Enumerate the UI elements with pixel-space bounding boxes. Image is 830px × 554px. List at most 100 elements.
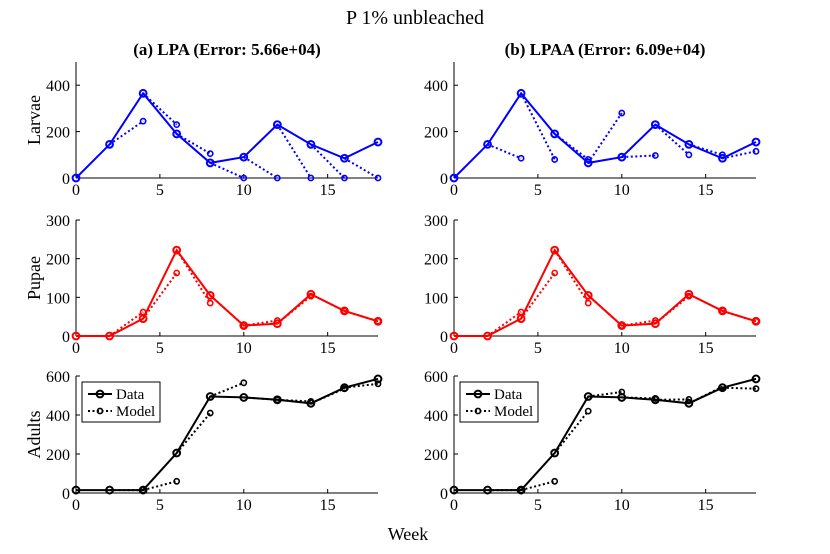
legend-data-marker: [95, 389, 105, 399]
subplot-pupae: 0 100 200 300 0 5 10 15: [424, 213, 761, 357]
data-point: [617, 393, 627, 402]
y-tick-label: 0: [440, 329, 448, 346]
model-segment: [209, 381, 245, 398]
data-point: [583, 158, 593, 168]
model-point: [273, 174, 281, 182]
data-point: [239, 393, 249, 402]
data-point: [306, 398, 316, 408]
model-point: [551, 477, 559, 485]
data-point: [272, 120, 282, 130]
data-point: [483, 331, 492, 341]
model-segment: [276, 295, 312, 325]
model-segment: [654, 123, 690, 156]
data-point: [516, 88, 526, 98]
model-point: [240, 379, 248, 387]
data-point: [684, 139, 694, 149]
legend-model-label: Model: [116, 404, 155, 420]
model-point: [374, 174, 382, 182]
data-point: [172, 448, 182, 458]
y-tick-label: 200: [424, 252, 448, 269]
model-point: [584, 299, 592, 307]
data-point: [172, 245, 182, 255]
y-axis-label: Larvae: [24, 95, 44, 145]
data-point: [71, 331, 81, 341]
data-point: [138, 88, 148, 98]
data-point: [71, 173, 81, 183]
model-segment: [587, 112, 623, 164]
data-line: [454, 248, 757, 337]
legend-model-marker: [474, 407, 482, 415]
model-segment: [722, 386, 757, 390]
data-point: [306, 139, 316, 149]
data-point: [550, 245, 560, 255]
x-axis-label: Week: [388, 524, 429, 544]
data-point: [751, 316, 761, 326]
model-point: [651, 152, 659, 159]
y-tick-label: 200: [46, 252, 70, 269]
model-point: [618, 109, 626, 117]
x-tick-label: 5: [534, 182, 542, 199]
model-segment: [520, 480, 555, 492]
data-point: [71, 485, 81, 495]
model-point: [685, 395, 693, 403]
data-line: [76, 248, 379, 337]
data-line: [75, 91, 379, 179]
model-segment: [142, 272, 178, 320]
model-segment: [343, 157, 379, 179]
data-point: [684, 398, 694, 408]
data-point: [172, 129, 182, 139]
data-point: [718, 306, 727, 316]
model-point: [173, 121, 181, 129]
x-tick-label: 15: [698, 182, 714, 199]
x-tick-label: 0: [450, 182, 458, 199]
y-tick-label: 200: [46, 447, 70, 464]
data-point: [340, 383, 349, 393]
model-segment: [209, 161, 245, 179]
y-tick-label: 300: [46, 213, 70, 230]
y-tick-label: 600: [424, 369, 448, 386]
subplot-pupae: 0 100 200 300 0 5 10 15 Pupae: [24, 213, 383, 357]
x-tick-label: 5: [534, 340, 542, 357]
y-axis-label: Pupae: [24, 256, 44, 300]
y-tick-label: 0: [440, 171, 448, 188]
y-tick-label: 300: [424, 213, 448, 230]
model-segment: [175, 412, 211, 454]
y-tick-label: 100: [46, 290, 70, 307]
x-tick-label: 5: [156, 340, 164, 357]
model-segment: [487, 143, 522, 160]
model-point: [139, 117, 147, 125]
panel-title: (a) LPA (Error: 5.66e+04): [133, 40, 321, 59]
model-point: [173, 477, 181, 485]
legend-data-label: Data: [116, 387, 145, 403]
model-segment: [520, 272, 556, 320]
plots: (a) LPA (Error: 5.66e+04) 0 200 400 0 5 10 15 La…: [24, 40, 761, 514]
model-point: [685, 151, 693, 159]
data-point: [239, 321, 249, 330]
data-point: [272, 319, 282, 329]
data-point: [550, 129, 560, 139]
model-segment: [654, 295, 690, 325]
data-point: [272, 395, 282, 405]
model-point: [240, 174, 248, 182]
model-segment: [310, 143, 346, 179]
model-segment: [553, 410, 589, 454]
data-point: [751, 374, 761, 384]
x-tick-label: 5: [156, 497, 164, 514]
data-point: [583, 392, 593, 401]
x-tick-label: 0: [450, 340, 458, 357]
y-tick-label: 200: [424, 125, 448, 142]
model-point: [307, 174, 315, 182]
y-tick-label: 0: [62, 329, 70, 346]
data-point: [205, 158, 215, 168]
data-point: [516, 314, 526, 324]
data-point: [650, 120, 660, 130]
model-point: [752, 147, 760, 155]
x-tick-label: 5: [156, 182, 164, 199]
legend-data-marker: [473, 389, 483, 399]
